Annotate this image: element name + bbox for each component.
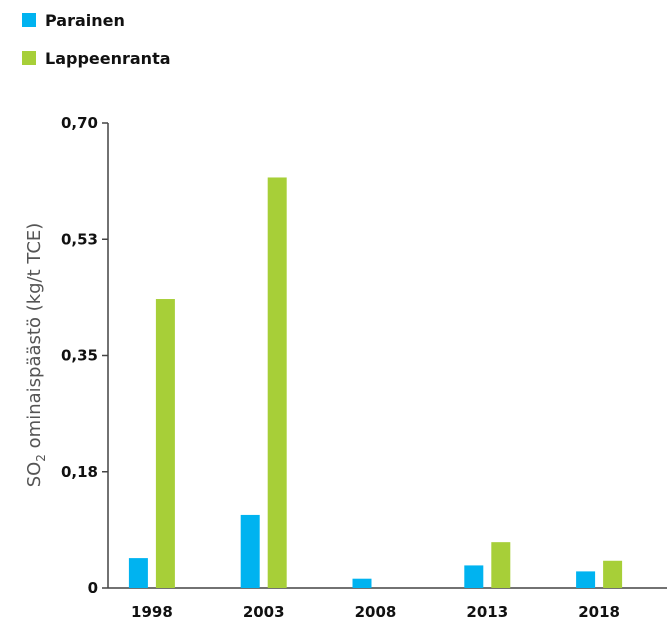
y-axis-label: SO2 ominaispäästö (kg/t TCE) (24, 223, 48, 488)
x-tick-label-1998: 1998 (131, 603, 173, 621)
bar-lappeenranta-1998 (155, 299, 175, 588)
y-axis-label-prefix: SO (24, 462, 45, 488)
x-tick-label-2008: 2008 (355, 603, 397, 621)
x-tick-label-2013: 2013 (466, 603, 508, 621)
legend-label-lappeenranta: Lappeenranta (45, 48, 171, 68)
x-ticks: 1998 2003 2008 2013 2018 (131, 603, 620, 621)
y-ticks: 0 0,18 0,35 0,53 0,70 (61, 114, 108, 597)
legend-swatch-parainen (22, 13, 36, 27)
y-tick-label: 0,18 (61, 463, 98, 481)
x-tick-label-2003: 2003 (243, 603, 285, 621)
bar-lappeenranta-2018 (603, 560, 623, 588)
y-tick-label: 0,53 (61, 230, 98, 248)
bar-parainen-2018 (576, 571, 596, 588)
legend-item-parainen: Parainen (22, 10, 171, 30)
legend-label-parainen: Parainen (45, 10, 125, 30)
bar-parainen-2003 (240, 514, 260, 588)
y-tick-label: 0,35 (61, 347, 98, 365)
legend-swatch-lappeenranta (22, 51, 36, 65)
bar-lappeenranta-2003 (267, 177, 287, 588)
y-axis-label-subscript: 2 (34, 454, 48, 462)
x-tick-label-2018: 2018 (578, 603, 620, 621)
chart-legend: Parainen Lappeenranta (22, 10, 171, 86)
y-axis-label-rest: ominaispäästö (kg/t TCE) (24, 223, 45, 454)
legend-item-lappeenranta: Lappeenranta (22, 48, 171, 68)
bars (128, 177, 623, 588)
y-tick-label: 0,70 (61, 114, 98, 132)
bar-parainen-2013 (464, 565, 484, 588)
bar-parainen-1998 (128, 558, 148, 588)
bar-lappeenranta-2013 (491, 542, 511, 588)
y-tick-label: 0 (88, 579, 98, 597)
bar-parainen-2008 (352, 578, 372, 588)
